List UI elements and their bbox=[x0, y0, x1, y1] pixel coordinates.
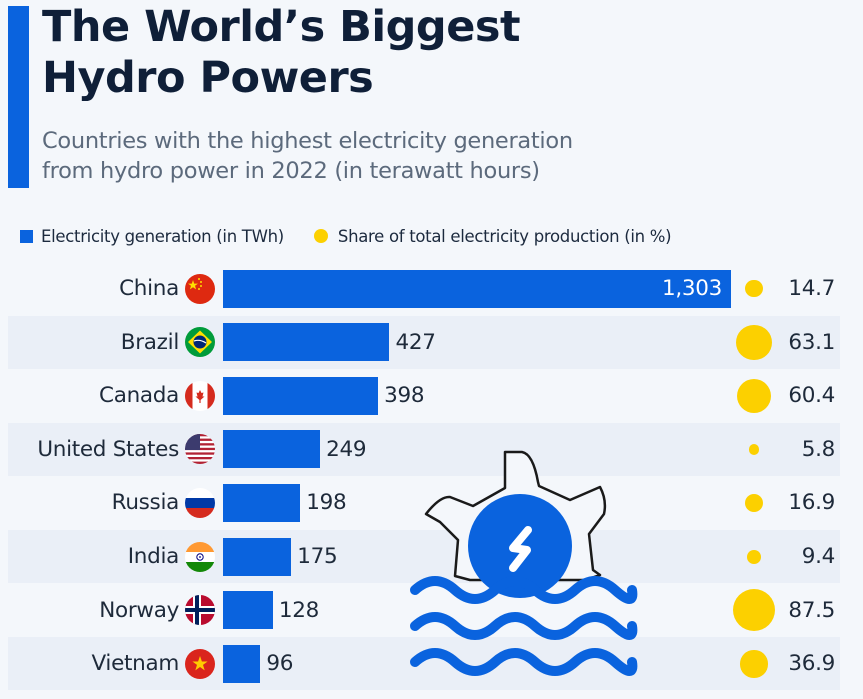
subtitle-line-2: from hydro power in 2022 (in terawatt ho… bbox=[42, 158, 540, 184]
bar-russia bbox=[223, 483, 301, 522]
country-label-norway: Norway bbox=[99, 597, 179, 623]
bar-value-norway: 128 bbox=[278, 597, 320, 623]
accent-bar bbox=[8, 6, 29, 188]
share-value-china: 14.7 bbox=[788, 276, 835, 301]
russia-flag-icon bbox=[185, 487, 215, 518]
country-label-vietnam: Vietnam bbox=[91, 651, 179, 677]
bar-value-brazil: 427 bbox=[395, 329, 436, 355]
share-value-vietnam: 36.9 bbox=[788, 651, 835, 677]
bar-vietnam bbox=[223, 644, 261, 683]
share-dot-norway bbox=[732, 589, 776, 632]
row-stripe-vietnam bbox=[8, 637, 840, 691]
share-value-norway: 87.5 bbox=[788, 597, 835, 623]
share-value-russia: 16.9 bbox=[788, 490, 835, 516]
bar-norway bbox=[223, 591, 273, 630]
country-label-russia: Russia bbox=[111, 490, 180, 516]
country-label-brazil: Brazil bbox=[120, 329, 180, 355]
row-stripe-united-states bbox=[8, 422, 840, 476]
china-flag-icon bbox=[185, 273, 215, 304]
legend-label-share: Share of total electricity production (i… bbox=[337, 226, 672, 246]
share-dot-india bbox=[747, 549, 761, 564]
row-stripe-brazil bbox=[8, 315, 840, 369]
vietnam-flag-icon bbox=[185, 648, 215, 679]
share-dot-united-states bbox=[748, 444, 760, 455]
legend-square-icon bbox=[20, 229, 33, 243]
bar-india bbox=[223, 537, 292, 576]
bar-brazil bbox=[223, 323, 390, 362]
canada-flag-icon bbox=[185, 380, 215, 411]
bar-united-states bbox=[223, 430, 321, 469]
bar-value-russia: 198 bbox=[306, 490, 347, 516]
bar-value-india: 175 bbox=[297, 544, 338, 569]
share-value-brazil: 63.1 bbox=[788, 329, 835, 355]
title-line-2: Hydro Powers bbox=[42, 53, 374, 103]
country-label-canada: Canada bbox=[98, 383, 179, 409]
country-label-india: India bbox=[127, 544, 180, 569]
bar-canada bbox=[223, 376, 379, 415]
subtitle-line-1: Countries with the highest electricity g… bbox=[42, 128, 573, 154]
chart-subtitle: Countries with the highest electricity g… bbox=[42, 126, 842, 186]
bar-china bbox=[223, 269, 731, 308]
bar-value-canada: 398 bbox=[384, 383, 425, 409]
brazil-flag-icon bbox=[185, 327, 215, 358]
share-value-united-states: 5.8 bbox=[801, 436, 836, 462]
usa-flag-icon bbox=[185, 434, 215, 465]
country-label-china: China bbox=[119, 276, 179, 301]
hydro-turbine-icon bbox=[410, 450, 638, 676]
share-value-india: 9.4 bbox=[801, 544, 836, 569]
share-dot-canada bbox=[736, 378, 772, 414]
title-line-1: The World’s Biggest bbox=[42, 2, 521, 52]
bar-value-vietnam: 96 bbox=[266, 651, 294, 677]
legend: Electricity generation (in TWh) Share of… bbox=[20, 224, 672, 248]
wave-1 bbox=[410, 576, 638, 604]
country-label-united-states: United States bbox=[37, 436, 179, 462]
share-dot-china bbox=[745, 280, 763, 298]
share-dot-brazil bbox=[736, 324, 772, 361]
row-stripe-india bbox=[8, 530, 840, 583]
chart-title: The World’s Biggest Hydro Powers bbox=[42, 2, 842, 104]
wave-3 bbox=[410, 648, 638, 676]
share-dot-vietnam bbox=[740, 650, 768, 678]
norway-flag-icon bbox=[185, 595, 215, 626]
legend-circle-icon bbox=[313, 229, 328, 243]
legend-label-generation: Electricity generation (in TWh) bbox=[41, 226, 284, 246]
bar-value-united-states: 249 bbox=[326, 436, 367, 462]
india-flag-icon bbox=[185, 541, 215, 572]
share-dot-russia bbox=[744, 493, 764, 513]
share-value-canada: 60.4 bbox=[788, 383, 835, 409]
bar-value-china: 1,303 bbox=[661, 276, 722, 301]
wave-2 bbox=[410, 612, 638, 640]
lightning-bolt-icon bbox=[509, 526, 532, 572]
